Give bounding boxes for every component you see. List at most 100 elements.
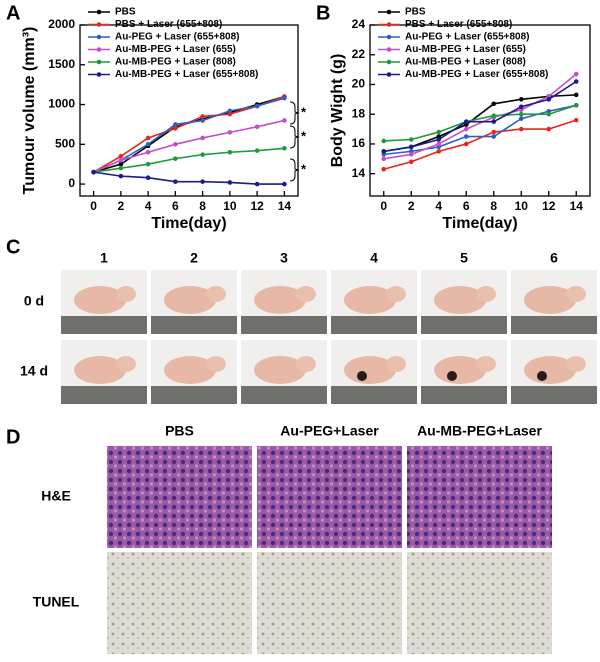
- point-marker: [408, 159, 414, 165]
- legend-label: PBS: [405, 7, 426, 18]
- point-marker: [408, 137, 414, 142]
- x-tick-label: 4: [145, 199, 152, 213]
- row-label: 14 d: [20, 363, 48, 379]
- mouse-head: [476, 286, 496, 302]
- point-marker: [173, 156, 178, 161]
- legend-marker: [96, 9, 102, 15]
- mouse-head: [296, 356, 316, 372]
- point-marker: [518, 97, 524, 102]
- column-label: Au-PEG+Laser: [280, 423, 379, 439]
- mouse-head: [476, 356, 496, 372]
- mouse-head: [566, 356, 586, 372]
- point-marker: [200, 135, 205, 141]
- x-tick-label: 8: [490, 199, 497, 213]
- point-marker: [573, 92, 579, 98]
- tumour-scar: [357, 371, 367, 381]
- point-marker: [254, 181, 260, 187]
- column-label: Au-MB-PEG+Laser: [417, 423, 542, 439]
- legend-label: Au-MB-PEG + Laser (655): [405, 44, 526, 55]
- annotation: *: [301, 104, 307, 119]
- point-marker: [173, 142, 178, 147]
- point-marker: [491, 119, 497, 124]
- x-tick-label: 14: [278, 199, 292, 213]
- column-label: 6: [550, 250, 558, 266]
- point-marker: [254, 148, 260, 153]
- series-line: [383, 119, 577, 171]
- row-label: 0 d: [24, 293, 44, 309]
- y-tick-label: 2000: [48, 17, 75, 31]
- mouse-body: [254, 286, 306, 314]
- legend-label: Au-MB-PEG + Laser (655+808): [405, 69, 548, 80]
- y-tick-label: 1000: [48, 97, 75, 111]
- ruler: [511, 316, 597, 334]
- legend-marker: [386, 22, 392, 27]
- mouse-body: [344, 356, 396, 384]
- bracket: [289, 125, 300, 149]
- point-marker: [173, 126, 178, 131]
- point-marker: [91, 169, 96, 175]
- histology-image: [257, 446, 402, 548]
- y-tick-label: 1500: [48, 57, 75, 71]
- ruler: [421, 316, 507, 334]
- x-tick-label: 4: [435, 199, 442, 213]
- point-marker: [200, 114, 205, 119]
- point-marker: [463, 126, 469, 132]
- mouse-body: [434, 286, 486, 314]
- ruler: [331, 386, 417, 404]
- legend-label: PBS + Laser (655+808): [115, 19, 222, 30]
- y-tick-label: 22: [352, 47, 366, 61]
- point-marker: [518, 126, 524, 132]
- histology-image: [407, 552, 552, 654]
- x-tick-label: 6: [463, 199, 470, 213]
- ruler: [241, 386, 327, 404]
- ruler: [331, 316, 417, 334]
- point-marker: [282, 181, 287, 187]
- point-marker: [381, 156, 387, 162]
- panel-label: D: [6, 426, 20, 448]
- mouse-body: [344, 286, 396, 314]
- point-marker: [173, 179, 178, 184]
- bracket: [289, 101, 300, 125]
- histology-image: [257, 552, 402, 654]
- legend-marker: [386, 9, 392, 15]
- point-marker: [282, 95, 287, 101]
- legend-marker: [96, 59, 102, 65]
- ruler: [151, 316, 237, 334]
- ruler: [61, 386, 147, 404]
- mouse-body: [434, 356, 486, 384]
- point-marker: [227, 180, 233, 185]
- panel-label: C: [6, 236, 20, 258]
- point-marker: [491, 134, 497, 139]
- legend-label: Au-MB-PEG + Laser (655): [115, 44, 236, 55]
- mouse-body: [254, 356, 306, 384]
- series-line: [383, 104, 577, 156]
- ruler: [511, 386, 597, 404]
- mouse-body: [524, 356, 576, 384]
- column-label: 4: [370, 250, 378, 266]
- tumour-scar: [447, 371, 457, 381]
- point-marker: [491, 101, 497, 107]
- point-marker: [145, 175, 151, 181]
- point-marker: [381, 138, 387, 144]
- mouse-body: [164, 356, 216, 384]
- legend-label: Au-MB-PEG + Laser (655+808): [115, 69, 258, 80]
- mouse-head: [386, 286, 406, 302]
- x-tick-label: 2: [118, 199, 125, 213]
- x-tick-label: 2: [408, 199, 415, 213]
- legend-marker: [386, 34, 392, 40]
- point-marker: [118, 157, 124, 163]
- point-marker: [518, 104, 524, 110]
- point-marker: [118, 161, 124, 167]
- point-marker: [381, 149, 387, 154]
- histology-image: [407, 446, 552, 548]
- mouse-head: [386, 356, 406, 372]
- mouse-head: [206, 286, 226, 302]
- y-tick-label: 14: [352, 166, 366, 180]
- plot-frame: [79, 24, 299, 197]
- legend-label: Au-PEG + Laser (655+808): [405, 32, 530, 43]
- point-marker: [145, 161, 151, 167]
- series-line: [383, 104, 577, 142]
- mouse-body: [74, 286, 126, 314]
- x-tick-label: 8: [199, 199, 206, 213]
- x-tick-label: 14: [570, 199, 584, 213]
